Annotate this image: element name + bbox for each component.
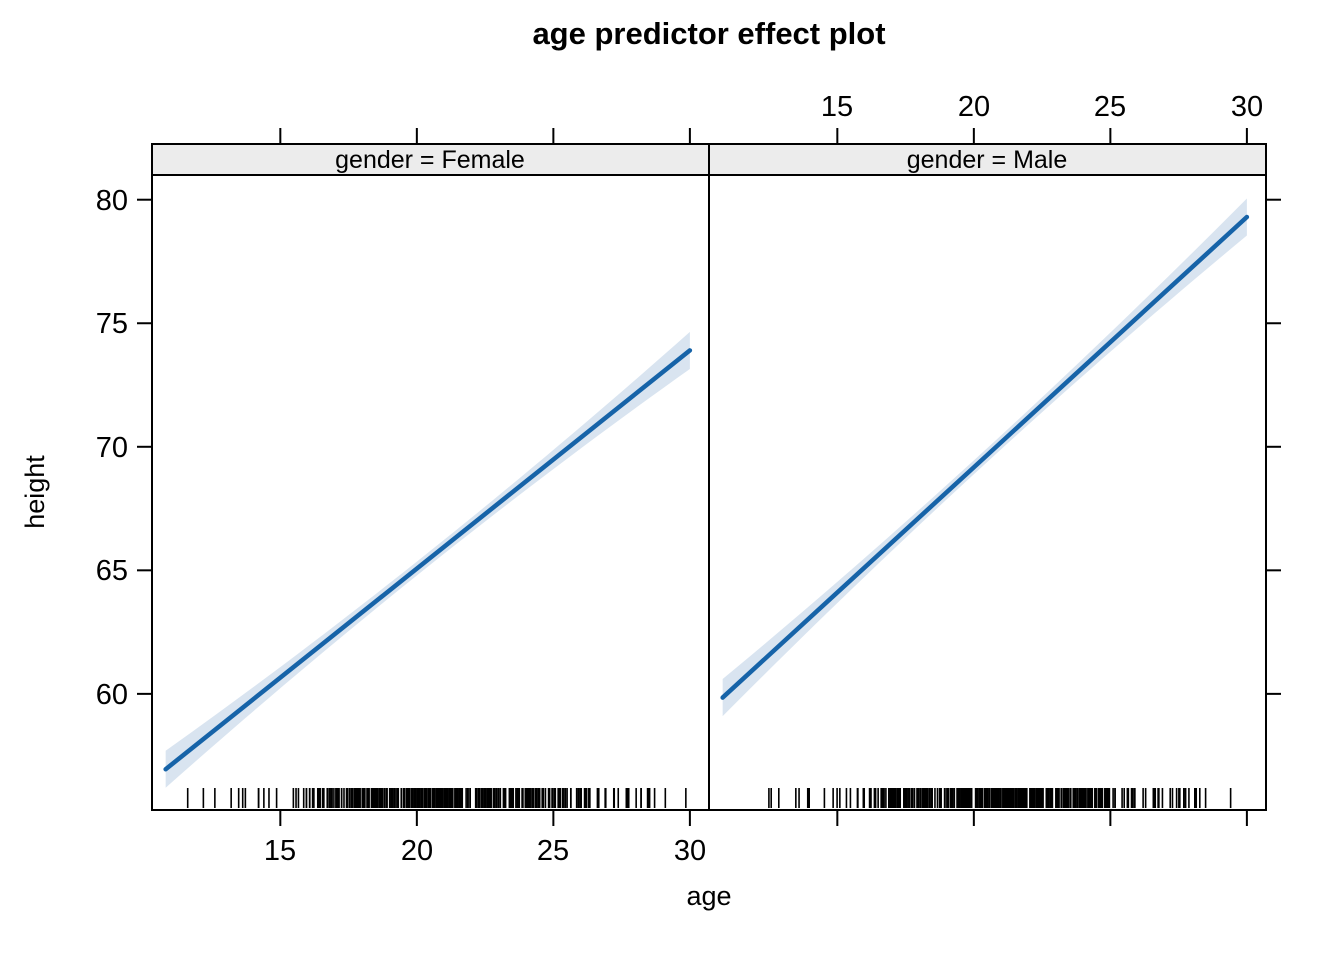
x-tick-label-top-20: 20 bbox=[958, 91, 990, 123]
x-axis-label: age bbox=[686, 881, 731, 911]
x-tick-label-bottom-15: 15 bbox=[264, 835, 296, 867]
strip-1 bbox=[708, 143, 1267, 176]
chart-title: age predictor effect plot bbox=[532, 16, 885, 51]
plot-layers bbox=[137, 128, 1281, 826]
y-tick-label-60: 60 bbox=[96, 679, 128, 711]
fitted-line-1 bbox=[720, 214, 1250, 700]
y-tick-label-70: 70 bbox=[96, 432, 128, 464]
strip-label-female: gender = Female bbox=[335, 146, 525, 174]
y-tick-label-80: 80 bbox=[96, 185, 128, 217]
y-axis-label: height bbox=[20, 455, 50, 529]
y-tick-label-65: 65 bbox=[96, 555, 128, 587]
panel-border-1 bbox=[708, 174, 1267, 811]
x-tick-label-bottom-30: 30 bbox=[674, 835, 706, 867]
x-tick-label-top-30: 30 bbox=[1231, 91, 1263, 123]
fitted-line-0 bbox=[163, 348, 693, 772]
x-tick-label-bottom-25: 25 bbox=[537, 835, 569, 867]
x-tick-label-top-25: 25 bbox=[1094, 91, 1126, 123]
y-tick-label-75: 75 bbox=[96, 308, 128, 340]
x-tick-label-top-15: 15 bbox=[821, 91, 853, 123]
rug-0 bbox=[186, 788, 687, 808]
rug-1 bbox=[768, 788, 1232, 808]
strip-label-male: gender = Male bbox=[907, 146, 1068, 174]
x-tick-label-bottom-20: 20 bbox=[401, 835, 433, 867]
